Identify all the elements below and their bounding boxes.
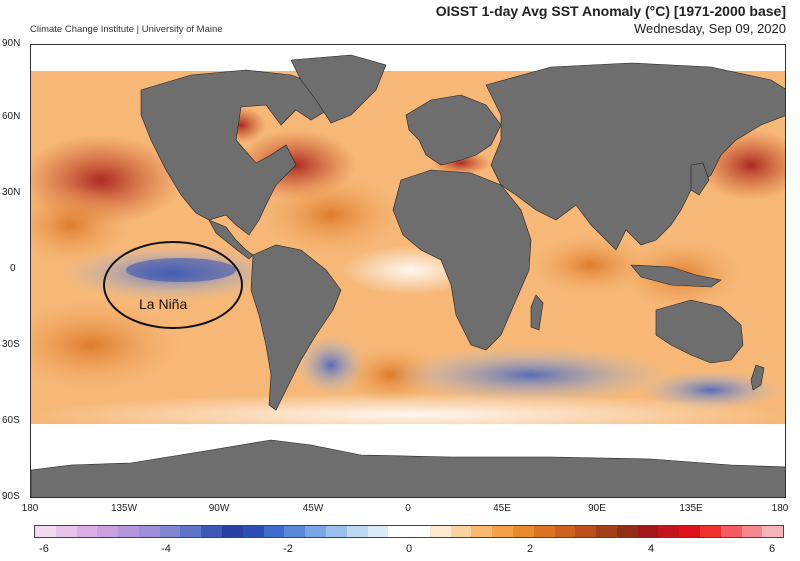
lat-label: 90S — [2, 491, 20, 502]
lat-label: 30N — [2, 187, 21, 198]
japan — [690, 162, 710, 196]
colorbar-swatch — [118, 526, 139, 537]
lon-label: 180 — [21, 503, 39, 514]
colorbar-swatch — [762, 526, 784, 537]
colorbar-swatch — [346, 526, 368, 537]
colorbar-swatch — [741, 526, 763, 537]
colorbar-swatch — [138, 526, 160, 537]
madagascar — [530, 294, 544, 331]
map-title: OISST 1-day Avg SST Anomaly (°C) [1971-2… — [435, 3, 786, 19]
colorbar — [34, 525, 784, 538]
colorbar-swatch — [554, 526, 576, 537]
npacific-warm-2 — [31, 185, 131, 265]
colorbar-swatch — [222, 526, 243, 537]
colorbar-swatch — [616, 526, 638, 537]
colorbar-tick: -2 — [283, 543, 293, 555]
colorbar-tick: 4 — [647, 543, 655, 555]
lat-label: 90N — [2, 38, 21, 49]
colorbar-swatch — [263, 526, 285, 537]
colorbar-swatch — [533, 526, 555, 537]
lon-label: 45E — [493, 503, 511, 514]
colorbar-swatch — [76, 526, 98, 537]
colorbar-swatch — [325, 526, 347, 537]
colorbar-swatch — [658, 526, 680, 537]
colorbar-swatch — [159, 526, 181, 537]
colorbar-swatch — [284, 526, 306, 537]
colorbar-swatch — [409, 526, 430, 537]
colorbar-swatch — [242, 526, 264, 537]
credit-text: Climate Change Institute | University of… — [30, 24, 223, 35]
lon-label: 135W — [110, 503, 138, 514]
colorbar-swatch — [720, 526, 742, 537]
indian-warm — [531, 235, 651, 295]
colorbar-swatch — [700, 526, 721, 537]
colorbar-swatch — [97, 526, 119, 537]
indonesia — [630, 264, 722, 288]
lon-label: 135E — [679, 503, 703, 514]
lon-label: 0 — [405, 503, 411, 514]
colorbar-swatch — [367, 526, 389, 537]
colorbar-swatch — [679, 526, 700, 537]
colorbar-tick: -6 — [39, 543, 49, 555]
colorbar-tick: 2 — [526, 543, 534, 555]
africa — [392, 169, 532, 351]
colorbar-swatch — [575, 526, 597, 537]
lat-label: 30S — [2, 339, 20, 350]
colorbar-tick: 0 — [405, 543, 413, 555]
lon-label: 90E — [588, 503, 606, 514]
australia — [655, 299, 744, 364]
asia — [485, 62, 785, 251]
greenland — [290, 54, 387, 124]
south-america — [250, 244, 342, 411]
europe — [405, 94, 502, 166]
colorbar-swatch — [55, 526, 77, 537]
map-date: Wednesday, Sep 09, 2020 — [633, 21, 786, 36]
south-atlantic-cool — [296, 335, 366, 395]
la-nina-ellipse — [103, 241, 243, 329]
sst-anomaly-map — [30, 44, 786, 498]
lat-label: 60S — [2, 415, 20, 426]
new-zealand — [750, 364, 765, 391]
la-nina-label: La Niña — [139, 296, 188, 312]
lat-label: 60N — [2, 111, 21, 122]
lon-label: 45W — [302, 503, 324, 514]
colorbar-swatch — [305, 526, 326, 537]
colorbar-swatch — [637, 526, 659, 537]
lon-label: 180 — [771, 503, 789, 514]
southern-ocean-cool — [391, 347, 671, 403]
antarctica — [31, 439, 785, 497]
colorbar-swatch — [471, 526, 493, 537]
colorbar-tick: -4 — [161, 543, 171, 555]
colorbar-swatch — [180, 526, 202, 537]
colorbar-swatch — [512, 526, 534, 537]
colorbar-swatch — [35, 526, 56, 537]
central-america — [208, 219, 254, 260]
colorbar-tick: 6 — [768, 543, 776, 555]
lon-label: 90W — [208, 503, 230, 514]
colorbar-swatch — [492, 526, 513, 537]
natlantic-warm — [261, 175, 401, 255]
colorbar-swatch — [596, 526, 617, 537]
colorbar-swatch — [429, 526, 451, 537]
colorbar-swatch — [201, 526, 223, 537]
colorbar-swatch — [388, 526, 410, 537]
colorbar-swatch — [450, 526, 472, 537]
lat-label: 0 — [10, 263, 16, 274]
